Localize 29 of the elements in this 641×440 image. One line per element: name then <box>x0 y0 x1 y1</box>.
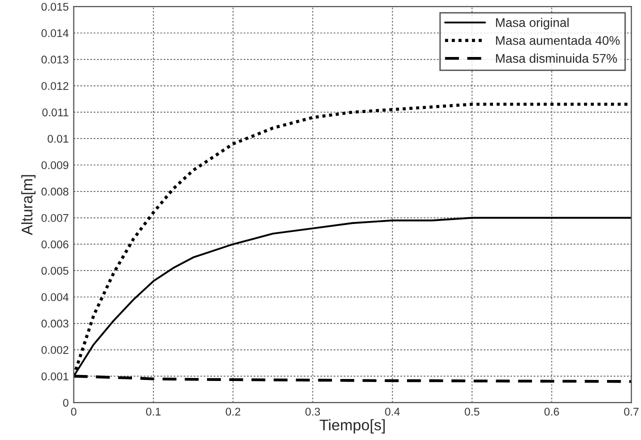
y-axis-title: Altura[m] <box>21 175 36 236</box>
x-axis-title: Tiempo[s] <box>320 419 385 434</box>
y-tick-label: 0.001 <box>41 372 68 380</box>
y-tick-label: 0.014 <box>41 29 69 38</box>
y-tick-label: 0.015 <box>41 2 68 11</box>
legend-label: Masa disminuida 57% <box>496 54 617 63</box>
y-tick-label: 0.006 <box>41 240 68 248</box>
y-tick-label: 0.011 <box>42 108 68 116</box>
y-tick-label: 0.013 <box>41 56 68 64</box>
y-tick-label: 0.002 <box>41 346 68 354</box>
y-tick-label: 0.007 <box>41 214 68 222</box>
x-tick-label: 0.6 <box>544 408 559 416</box>
y-tick-label: 0.012 <box>41 82 68 90</box>
y-tick-label: 0 <box>63 398 68 407</box>
x-tick-label: 0.3 <box>305 408 320 416</box>
x-tick-label: 0.2 <box>226 408 240 416</box>
x-tick-label: 0.5 <box>464 408 480 416</box>
legend-label: Masa aumentada 40% <box>496 36 620 45</box>
x-tick-label: 0.7 <box>624 408 639 416</box>
legend-label: Masa original <box>496 18 569 30</box>
y-tick-label: 0.005 <box>41 266 68 275</box>
y-tick-label: 0.008 <box>41 188 68 196</box>
y-tick-label: 0.009 <box>41 161 68 170</box>
y-tick-label: 0.003 <box>41 320 68 328</box>
y-tick-label: 0.01 <box>48 134 68 143</box>
x-tick-label: 0.4 <box>385 408 400 416</box>
x-tick-label: 0 <box>71 408 76 416</box>
x-tick-label: 0.1 <box>146 408 161 416</box>
y-tick-label: 0.004 <box>41 293 69 302</box>
